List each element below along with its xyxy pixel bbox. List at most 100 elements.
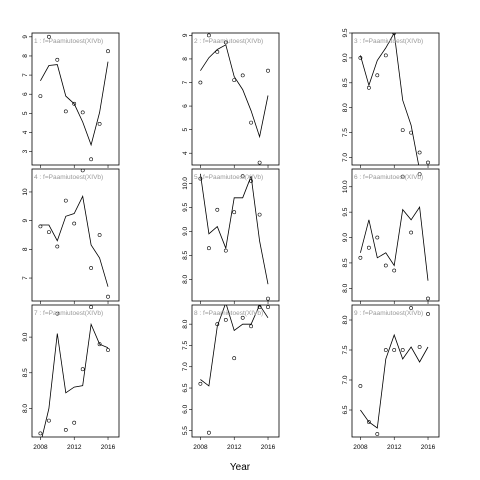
y-tick-label: 7 [22,73,29,77]
panel: 6.5 7.0 7.5 8.0 2008 2012 2016 9 : f=Paamiutoes… [342,304,440,451]
y-tick-label: 7.0 [342,153,349,162]
data-point [206,430,211,435]
data-point [417,345,422,349]
series-line [360,205,429,281]
data-point [97,122,102,126]
data-point [223,40,228,45]
panel-frame [31,304,120,438]
data-point [63,427,68,432]
y-tick-label: 7.5 [342,345,349,354]
data-point [106,348,110,352]
data-point [366,245,371,250]
panel-strip-label: 3 : f=Paamiutoest(XIVb) [354,38,423,45]
data-point [400,128,405,133]
panel-strip-label: 7 : f=Paamiutoest(XIVb) [34,310,103,317]
series-line [200,44,269,139]
panel-frame [351,168,440,302]
panel-plot-area [38,305,110,437]
y-tick-label: 10.0 [182,177,189,190]
data-point [392,268,397,273]
data-point [215,322,220,327]
y-tick-label: 4 [182,151,189,155]
y-tick-label: 7.0 [182,362,189,371]
data-point [89,266,94,270]
panel-strip-label: 2 : f=Paamiutoest(XIVb) [194,38,263,45]
data-point [266,68,270,73]
y-tick-label: 6 [182,104,189,108]
data-point [63,109,68,114]
data-point [47,34,51,39]
data-point [383,348,388,352]
data-point [358,384,363,388]
panel-frame [351,304,440,438]
data-point [257,305,262,310]
y-tick-label: 10 [22,188,29,196]
data-point [426,312,430,316]
data-point [89,305,94,310]
y-tick-label: 10.0 [342,180,349,193]
y-tick-label: 8 [22,247,29,251]
x-tick-label: 2012 [227,444,242,451]
data-point [47,230,51,235]
x-tick-label: 2008 [33,444,48,451]
data-point [198,176,203,181]
panel-frame [191,32,280,166]
y-tick-label: 6.5 [342,405,349,414]
y-tick-label: 7 [22,276,29,280]
panel-strip-label: 4 : f=Paamiutoest(XIVb) [34,174,103,181]
data-point [38,94,43,99]
series-line [360,333,429,429]
panel: 4 5 6 7 8 9 2 : f=Paamiutoest(XIVb) [182,32,280,168]
series-line [40,195,109,287]
data-point [409,306,414,310]
y-tick-label: 9.0 [342,233,349,242]
y-tick-label: 9.0 [182,227,189,236]
data-point [392,33,397,35]
data-point [240,73,245,78]
data-point [223,317,228,322]
data-point [106,49,110,54]
y-tick-label: 9.0 [342,53,349,62]
data-point [72,101,77,106]
panel-strip-label: 1 : f=Paamiutoest(XIVb) [34,38,103,45]
y-tick-label: 7.5 [342,128,349,137]
data-point [198,80,203,85]
panel-strip-label: 8 : f=Paamiutoest(XIVb) [194,310,263,317]
data-point [409,230,414,235]
panel-strip-label: 9 : f=Paamiutoest(XIVb) [354,310,423,317]
data-point [249,324,254,329]
data-point [383,263,388,268]
series-line [40,61,109,147]
data-point [106,294,110,299]
y-tick-label: 8.5 [342,78,349,87]
panel-frame [191,304,280,438]
x-tick-label: 2012 [387,444,402,451]
panel: 7 8 9 10 4 : f=Paamiutoest(XIVb) [22,168,120,304]
y-tick-label: 6 [22,92,29,96]
data-point [257,160,262,165]
data-point [383,53,388,58]
data-point [80,169,85,173]
panel-plot-area [198,173,270,301]
y-tick-label: 9 [22,218,29,222]
y-tick-label: 8.0 [22,404,29,413]
y-tick-label: 8.5 [342,258,349,267]
data-point [232,78,237,83]
panels-group: 3 4 5 6 7 8 9 1 : f=Paamiutoest(XIVb) 7 8 9 10 4 : f… [22,28,440,451]
data-point [392,348,397,352]
data-point [400,348,405,352]
data-point [240,174,245,179]
y-tick-label: 8.5 [22,368,29,377]
data-point [72,420,77,425]
data-point [240,315,245,320]
panel-frame [351,32,440,166]
x-tick-label: 2016 [261,444,276,451]
data-point [97,342,102,347]
y-tick-label: 9.5 [182,203,189,212]
panel-strip-label: 5 : f=Paamiutoest(XIVb) [194,174,263,181]
data-point [266,305,270,310]
data-point [206,33,211,38]
series-line [41,322,109,437]
y-tick-label: 8 [182,57,189,61]
